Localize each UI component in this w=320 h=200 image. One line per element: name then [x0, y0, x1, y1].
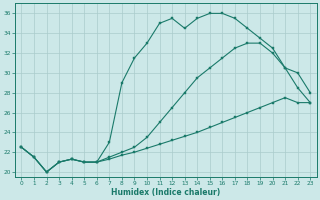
- X-axis label: Humidex (Indice chaleur): Humidex (Indice chaleur): [111, 188, 220, 197]
